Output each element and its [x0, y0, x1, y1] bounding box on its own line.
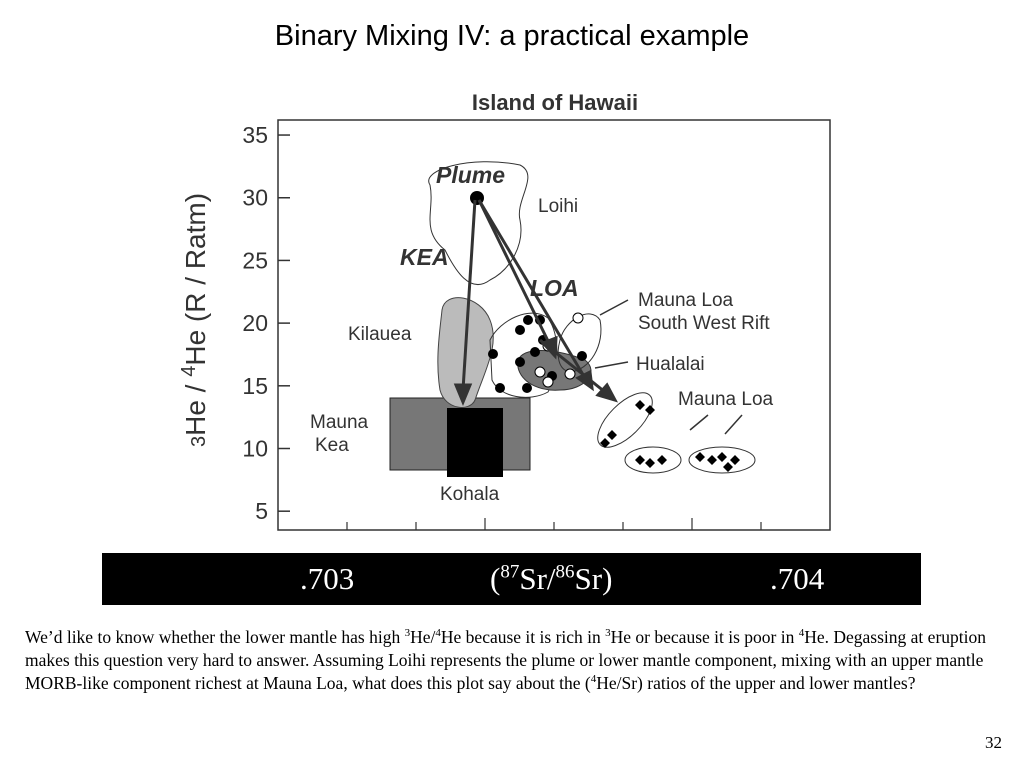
x-axis-bar: .703 (87Sr/86Sr) .704 — [102, 553, 921, 605]
text-part: 4 — [590, 673, 597, 686]
text-part: 4 — [798, 627, 805, 640]
annotation: Kilauea — [348, 324, 412, 345]
ml-field-3 — [688, 446, 756, 474]
text-part: He/Sr) ratios of the upper and lower man… — [596, 673, 916, 693]
y-tick-label: 20 — [242, 310, 268, 336]
y-tick-label: 10 — [242, 436, 268, 462]
y-tick-label: 15 — [242, 373, 268, 399]
kohala-field — [447, 408, 503, 477]
mixing-arrows — [453, 199, 619, 406]
annotation: LOA — [530, 275, 579, 301]
text-part: He or because it is poor in — [610, 627, 799, 647]
label-sup: 4 — [178, 366, 200, 377]
y-tick-label: 35 — [242, 122, 268, 148]
annotation: KEA — [400, 244, 449, 270]
annotation: Mauna — [310, 412, 369, 433]
x-label-part: 86 — [555, 561, 575, 583]
y-tick-label: 5 — [255, 498, 268, 524]
x-label: (87Sr/86Sr) — [490, 561, 612, 597]
x-tick-marks — [346, 518, 762, 530]
annotation: Mauna Loa — [638, 290, 734, 311]
text-part: He. Degassing at eruption makes this que… — [25, 627, 986, 693]
slide-title: Binary Mixing IV: a practical example — [274, 20, 750, 52]
loihi-field — [428, 161, 529, 286]
annotation: Plume — [436, 162, 505, 188]
text-part: 3 — [404, 627, 411, 640]
y-tick-label: 25 — [242, 247, 268, 273]
x-label-part: Sr) — [574, 561, 613, 596]
figure-title: Island of Hawaii — [472, 90, 638, 115]
text-part: He/ — [410, 627, 436, 647]
page-number: 32 — [985, 733, 1002, 752]
label-part: He (R / Ratm) — [180, 193, 211, 366]
annotation: Loihi — [538, 196, 578, 217]
y-axis: 5 10 15 20 25 30 35 — [242, 122, 290, 524]
annotation: Kohala — [440, 484, 500, 505]
text-part: He because it is rich in — [440, 627, 606, 647]
annotation: Mauna Loa — [678, 389, 774, 410]
text-part: 4 — [435, 627, 441, 640]
annotation: South West Rift — [638, 313, 770, 334]
ml-field-1 — [597, 392, 653, 448]
x-label-part: 87 — [500, 561, 520, 583]
x-label-part: ( — [490, 561, 501, 596]
text-part: 3 — [605, 627, 611, 640]
body-text: We’d like to know whether the lower mant… — [25, 626, 990, 695]
x-right: .704 — [770, 561, 825, 596]
y-tick-label: 30 — [242, 185, 268, 211]
x-left: .703 — [300, 561, 355, 596]
sample-points — [470, 191, 740, 472]
x-label-part: Sr/ — [519, 561, 556, 596]
label-arrows — [594, 299, 743, 435]
text-part: We’d like to know whether the lower mant… — [25, 627, 405, 647]
figure: Island of Hawaii Plume Loihi KEA LOA Mauna L… — [178, 90, 831, 531]
annotation: Hualalai — [636, 354, 705, 375]
label-sup: 3 — [188, 436, 210, 447]
y-axis-label: 3He / 4He (R / Ratm) — [178, 193, 211, 447]
annotation: Kea — [315, 435, 349, 456]
ml-field-2 — [624, 446, 682, 474]
label-part: He / — [180, 377, 211, 436]
